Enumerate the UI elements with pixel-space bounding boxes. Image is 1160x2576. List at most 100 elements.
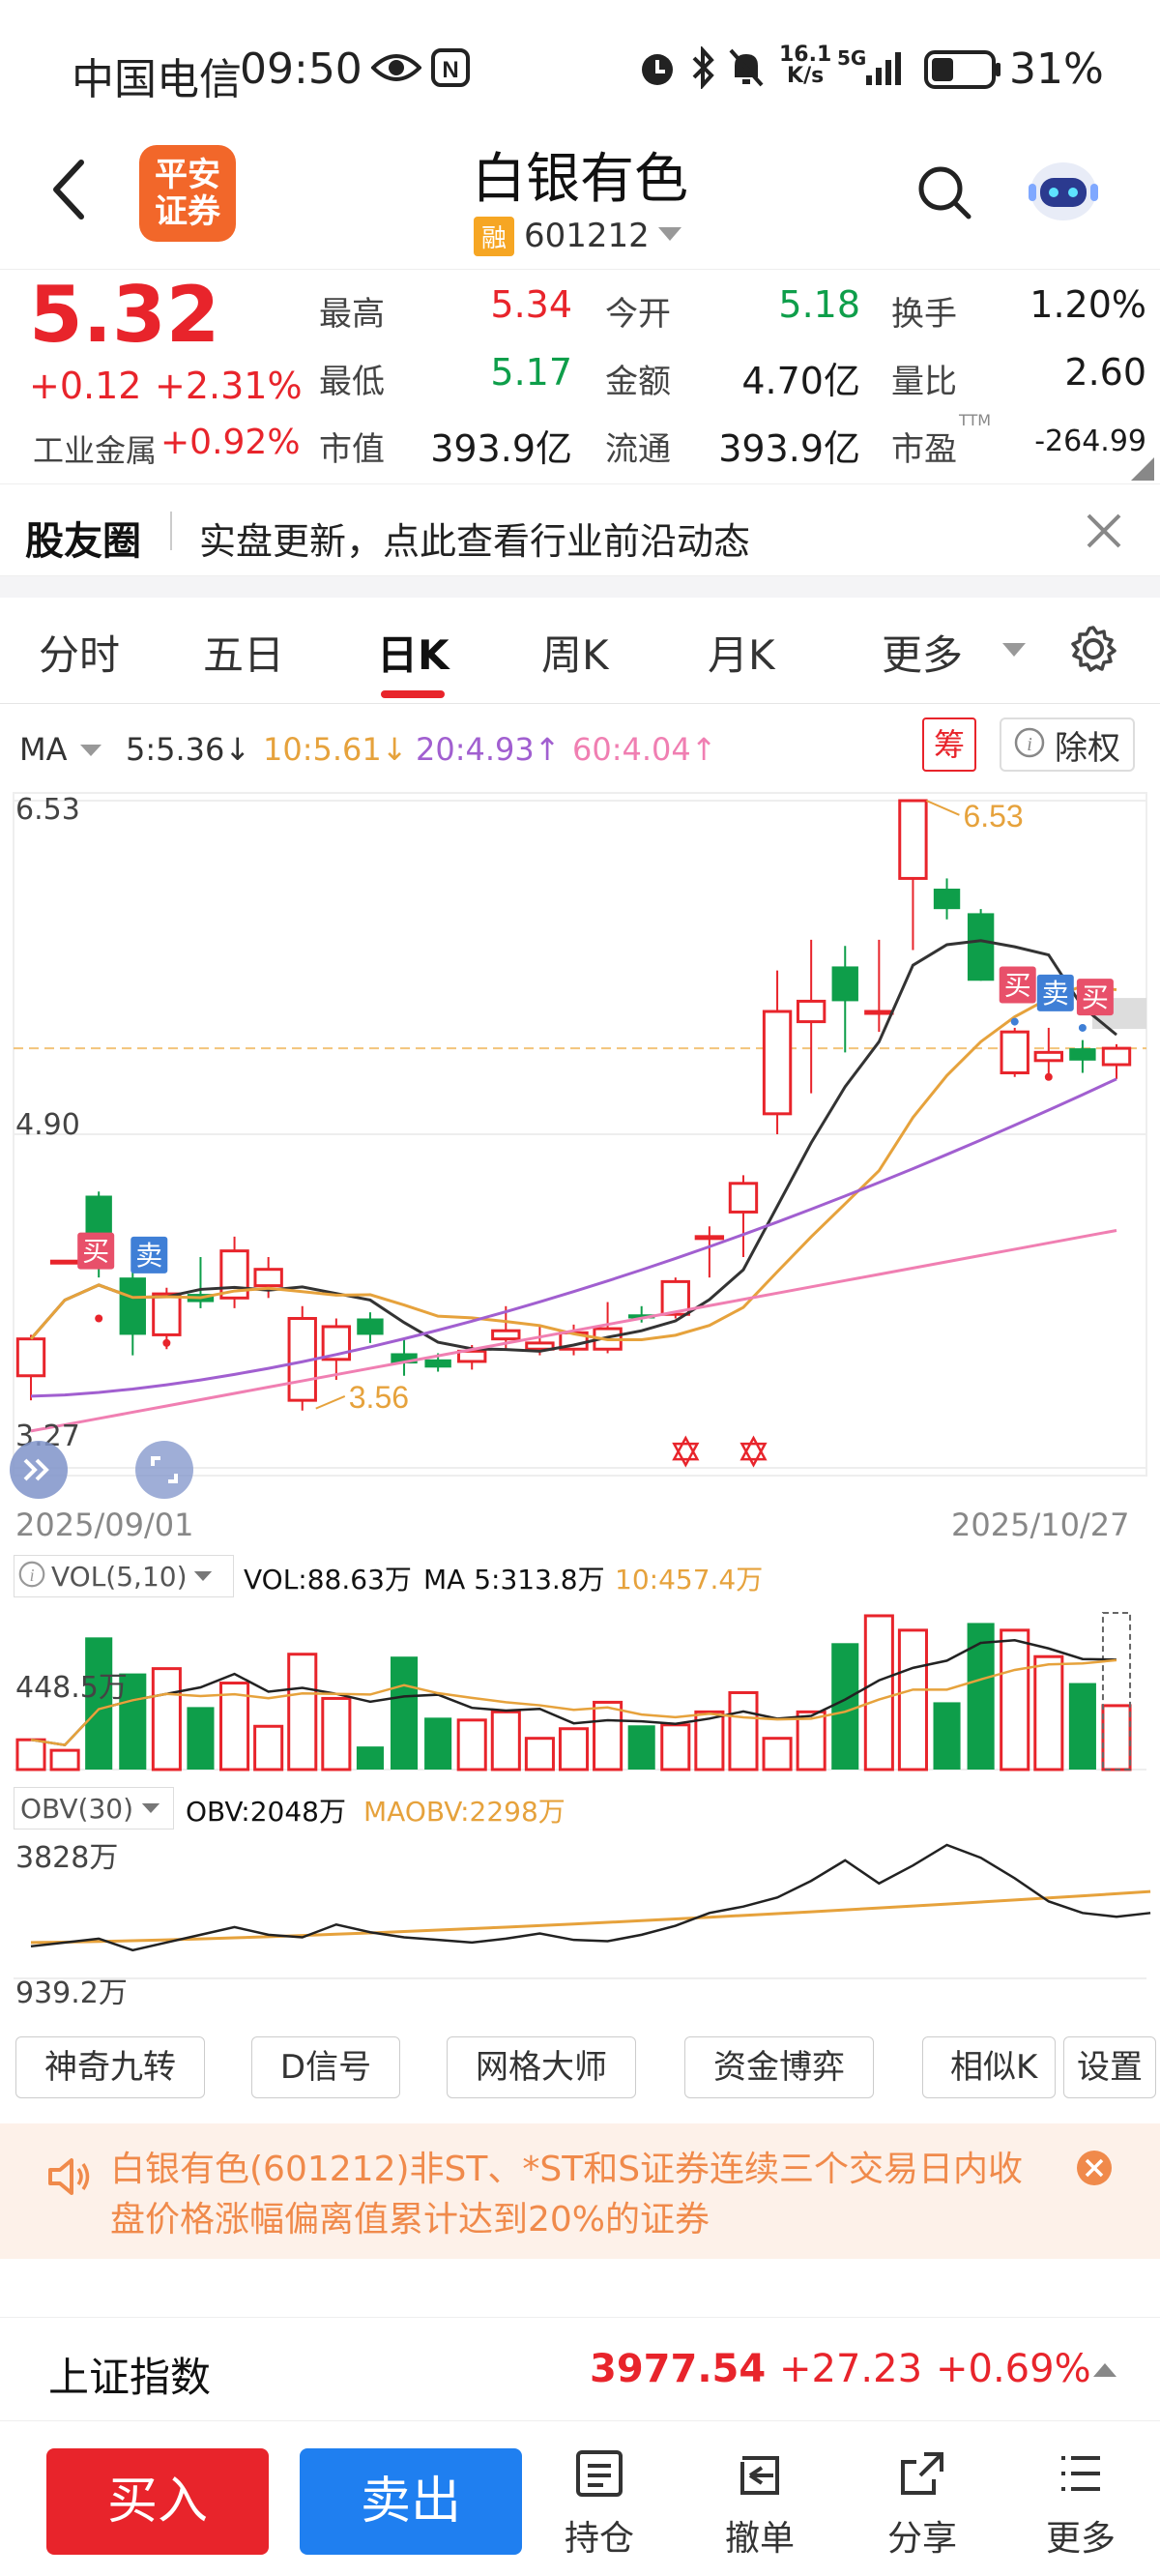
signal-dot [162, 1338, 171, 1347]
tool-d-signal[interactable]: D信号 [251, 2036, 400, 2098]
forum-title: 股友圈 [25, 519, 141, 564]
buy-button[interactable]: 买入 [46, 2448, 269, 2555]
tab-intraday[interactable]: 分时 [39, 631, 121, 679]
obv-axis-top: 3828万 [15, 1841, 119, 1875]
volume-bar [897, 1628, 928, 1771]
ma20-line [30, 1077, 1117, 1398]
low-annotation: 3.56 [349, 1380, 409, 1415]
field-label: 流通 [605, 430, 671, 469]
ma60-line [30, 1229, 1117, 1433]
tool-similar-k[interactable]: 相似K线 [922, 2036, 1056, 2098]
volume-ma10: 10:457.4万 [615, 1564, 764, 1595]
volume-bar [456, 1718, 487, 1771]
nav-more[interactable]: 更多 [1023, 2446, 1139, 2561]
obv-indicator-selector[interactable]: OBV(30) [14, 1787, 174, 1830]
tool-grid-master[interactable]: 网格大师 [447, 2036, 636, 2098]
volume-forecast-box [1101, 1612, 1132, 1771]
active-tab-indicator [381, 690, 445, 698]
tab-five-day[interactable]: 五日 [203, 631, 285, 679]
volume-bar [694, 1710, 725, 1771]
candle-body [391, 1353, 418, 1364]
bluetooth-icon [688, 44, 717, 93]
obv-axis-bottom: 939.2万 [15, 1976, 128, 2010]
star-icon [740, 1435, 768, 1468]
chevron-down-icon[interactable] [1001, 642, 1027, 661]
stock-code: 601212 [524, 217, 650, 255]
index-value: 3977.54 [590, 2347, 767, 2391]
buy-marker-label: 买 [1004, 969, 1031, 1001]
volume-bar [424, 1717, 452, 1770]
ttm-superscript: TTM [959, 411, 992, 429]
field-label: 今开 [605, 295, 671, 334]
chevron-up-icon[interactable] [1092, 2362, 1117, 2382]
volume-bar [762, 1737, 793, 1771]
ma10-line [29, 984, 1117, 1342]
network-type: 5G [837, 46, 867, 70]
sector-name[interactable]: 工业金属 [33, 432, 158, 469]
adjust-rights-button[interactable]: i 除权 [1000, 717, 1135, 772]
sell-marker-label: 卖 [135, 1240, 162, 1272]
nav-cancel-order[interactable]: 撤单 [702, 2446, 818, 2561]
info-icon: i [18, 1561, 45, 1592]
ma10-value: 10:5.61↓ [263, 731, 408, 768]
margin-badge: 融 [474, 216, 515, 256]
index-ticker[interactable]: 上证指数 3977.54 +27.23 +0.69% [0, 2317, 1160, 2421]
volume-chart[interactable] [0, 1603, 1160, 1777]
tool-settings[interactable]: 设置 [1063, 2036, 1156, 2098]
nav-share[interactable]: 分享 [864, 2446, 980, 2561]
volume-bar [390, 1656, 419, 1770]
tool-fund-game[interactable]: 资金博弈 [684, 2036, 874, 2098]
candle-body [898, 799, 928, 880]
signal-dot [1044, 1072, 1053, 1081]
volume-bar [187, 1707, 215, 1770]
volume-bar [49, 1748, 80, 1771]
risk-notice[interactable]: 白银有色(601212)非ST、*ST和S证券连续三个交易日内收盘价格涨幅偏离值… [0, 2123, 1160, 2259]
volume-bar [15, 1738, 46, 1771]
chevron-down-icon [657, 226, 682, 246]
gear-icon[interactable] [1069, 625, 1117, 677]
nav-holdings[interactable]: 持仓 [541, 2446, 657, 2561]
candle-body [628, 1314, 655, 1319]
obv-chart[interactable] [0, 1833, 1160, 1988]
close-icon[interactable] [1085, 512, 1123, 554]
x-end-date: 2025/10/27 [951, 1507, 1130, 1543]
candle-body [424, 1359, 451, 1368]
chart-area: MA 5:5.36↓ 10:5.61↓ 20:4.93↑ 60:4.04↑ 筹 … [0, 704, 1160, 2010]
fullscreen-icon[interactable] [133, 1439, 195, 1505]
sell-marker-label: 卖 [1042, 978, 1069, 1010]
maobv-value: MAOBV:2298万 [363, 1796, 566, 1828]
speaker-icon [44, 2152, 93, 2205]
expand-corner-icon[interactable] [1131, 457, 1154, 484]
ma-selector[interactable]: MA [19, 731, 68, 768]
index-change: +27.23 [779, 2347, 923, 2391]
tab-daily-k[interactable]: 日K [377, 631, 450, 679]
volume-indicator-selector[interactable]: i VOL(5,10) [14, 1555, 234, 1597]
chevron-down-icon [79, 743, 102, 761]
svg-text:i: i [1027, 734, 1032, 755]
chip-distribution-button[interactable]: 筹 [922, 717, 976, 772]
tab-monthly-k[interactable]: 月K [708, 631, 775, 679]
x-start-date: 2025/09/01 [15, 1507, 194, 1543]
tab-more[interactable]: 更多 [882, 631, 964, 679]
spacer [0, 576, 1160, 598]
candle-body [694, 1235, 725, 1241]
tool-buttons: 神奇九转 D信号 网格大师 资金博弈 相似K线 设置 [0, 2031, 1160, 2108]
kline-chart[interactable]: 6.533.56买 卖买卖买 [0, 781, 1160, 1497]
obv-line [30, 1843, 1151, 1952]
tab-weekly-k[interactable]: 周K [541, 631, 609, 679]
forum-banner[interactable]: 股友圈 实盘更新，点此查看行业前沿动态 [0, 483, 1160, 576]
plot-frame [13, 792, 1147, 1477]
back-arrow-icon[interactable] [50, 159, 89, 224]
close-icon[interactable] [1075, 2149, 1114, 2191]
index-change-pct: +0.69% [936, 2347, 1091, 2391]
broker-logo[interactable]: 平安 证券 [139, 145, 236, 242]
ai-assistant-icon[interactable] [1023, 149, 1104, 234]
search-icon[interactable] [916, 164, 972, 224]
tool-magic-nine[interactable]: 神奇九转 [15, 2036, 205, 2098]
stock-code-selector[interactable]: 融 601212 [474, 216, 682, 256]
nfc-icon: N [431, 48, 470, 91]
sell-button[interactable]: 卖出 [300, 2448, 522, 2555]
star-icon [672, 1435, 700, 1468]
volume-bar [1000, 1628, 1030, 1771]
collapse-left-icon[interactable] [8, 1439, 70, 1505]
